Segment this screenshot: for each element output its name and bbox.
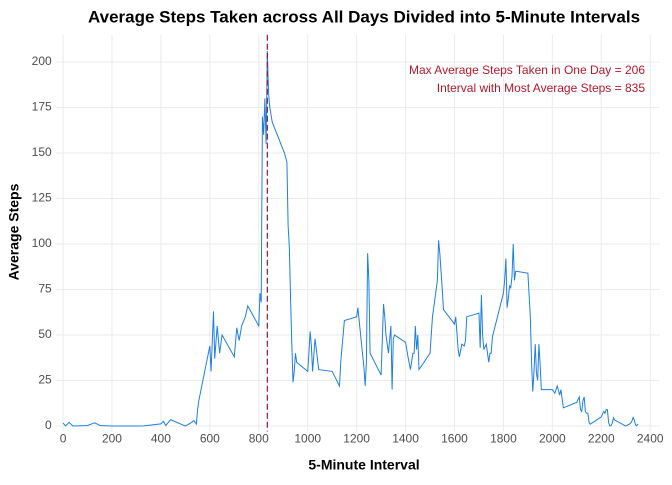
- x-tick-label: 2400: [637, 432, 664, 446]
- x-tick-label: 600: [200, 432, 220, 446]
- annotation: Max Average Steps Taken in One Day = 206: [409, 63, 645, 77]
- y-tick-label: 100: [32, 236, 52, 250]
- x-tick-label: 0: [60, 432, 67, 446]
- y-tick-label: 75: [38, 282, 52, 296]
- y-axis-label: Average Steps: [6, 183, 22, 280]
- y-tick-label: 0: [45, 418, 52, 432]
- y-tick-label: 200: [32, 54, 52, 68]
- y-tick-label: 175: [32, 100, 52, 114]
- x-tick-label: 1000: [294, 432, 321, 446]
- x-tick-label: 2000: [539, 432, 566, 446]
- y-tick-label: 150: [32, 145, 52, 159]
- y-tick-label: 25: [38, 373, 52, 387]
- x-tick-label: 1600: [441, 432, 468, 446]
- x-tick-label: 1400: [392, 432, 419, 446]
- annotation: Interval with Most Average Steps = 835: [437, 81, 646, 95]
- x-tick-label: 400: [151, 432, 171, 446]
- x-axis-label: 5-Minute Interval: [308, 457, 419, 473]
- x-tick-label: 200: [102, 432, 122, 446]
- x-tick-label: 1200: [343, 432, 370, 446]
- chart-title: Average Steps Taken across All Days Divi…: [88, 7, 640, 26]
- x-tick-label: 1800: [490, 432, 517, 446]
- y-tick-label: 50: [38, 327, 52, 341]
- x-tick-label: 800: [249, 432, 269, 446]
- x-tick-label: 2200: [588, 432, 615, 446]
- y-tick-label: 125: [32, 191, 52, 205]
- data-line: [62, 51, 639, 427]
